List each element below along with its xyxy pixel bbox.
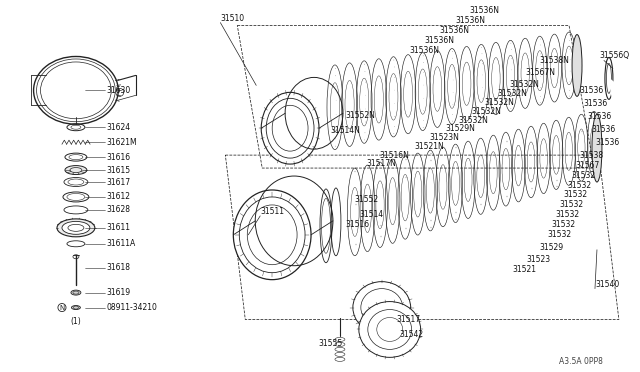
Ellipse shape (71, 290, 81, 295)
Ellipse shape (266, 98, 314, 158)
Text: 31567: 31567 (575, 161, 599, 170)
Text: 31532: 31532 (551, 220, 575, 230)
Ellipse shape (65, 166, 87, 174)
Text: 31538: 31538 (579, 151, 603, 160)
Text: 31516N: 31516N (380, 151, 410, 160)
Ellipse shape (247, 205, 297, 265)
Ellipse shape (57, 219, 95, 237)
Text: 31523: 31523 (526, 255, 550, 264)
Text: 31567N: 31567N (525, 68, 556, 77)
Text: 31542: 31542 (400, 330, 424, 339)
Text: 31619: 31619 (107, 288, 131, 297)
Text: 31532: 31532 (547, 230, 572, 239)
Text: 31630: 31630 (107, 86, 131, 95)
Text: 31532N: 31532N (497, 89, 527, 98)
Text: 31511: 31511 (260, 208, 284, 217)
Text: 31618: 31618 (107, 263, 131, 272)
Text: (1): (1) (70, 317, 81, 326)
Text: 31532N: 31532N (472, 107, 501, 116)
Text: A3.5A 0PP8: A3.5A 0PP8 (559, 357, 603, 366)
Text: 31536N: 31536N (410, 46, 440, 55)
Text: 31611A: 31611A (107, 239, 136, 248)
Text: 31529: 31529 (539, 243, 563, 252)
Wedge shape (609, 78, 625, 99)
Text: 31615: 31615 (107, 166, 131, 174)
Text: 31628: 31628 (107, 205, 131, 214)
Text: 31538N: 31538N (539, 56, 569, 65)
Ellipse shape (272, 105, 308, 151)
Text: 31624: 31624 (107, 123, 131, 132)
Text: 31521: 31521 (512, 265, 536, 274)
Text: 31521N: 31521N (415, 142, 444, 151)
Ellipse shape (261, 92, 319, 164)
Text: 31536N: 31536N (440, 26, 470, 35)
Text: 31556Q: 31556Q (599, 51, 629, 60)
Text: 31552N: 31552N (345, 111, 375, 120)
Text: 31516: 31516 (346, 220, 370, 230)
Text: N: N (60, 305, 65, 311)
Ellipse shape (592, 114, 602, 182)
Text: 31532: 31532 (559, 201, 583, 209)
Text: 31517: 31517 (397, 315, 421, 324)
Text: 31532N: 31532N (509, 80, 539, 89)
Text: 31514: 31514 (360, 211, 384, 219)
Text: 31536N: 31536N (424, 36, 454, 45)
Text: 31536N: 31536N (469, 6, 499, 15)
Ellipse shape (353, 282, 411, 333)
Text: 31532N: 31532N (458, 116, 488, 125)
Text: 31517N: 31517N (367, 158, 397, 167)
Text: 31621M: 31621M (107, 138, 138, 147)
Text: 31523N: 31523N (429, 133, 460, 142)
Text: 31536: 31536 (595, 138, 620, 147)
Text: 31529N: 31529N (445, 124, 476, 133)
Text: 31532: 31532 (563, 190, 588, 199)
Text: 31536: 31536 (591, 125, 615, 134)
Text: 31510: 31510 (220, 14, 244, 23)
Text: 31536: 31536 (583, 99, 607, 108)
Text: 31540: 31540 (595, 280, 620, 289)
Text: 31532: 31532 (571, 170, 595, 180)
Ellipse shape (72, 305, 81, 310)
Text: 31611: 31611 (107, 223, 131, 232)
Text: 31617: 31617 (107, 177, 131, 186)
Text: 31536: 31536 (587, 112, 611, 121)
Ellipse shape (239, 197, 305, 273)
Ellipse shape (234, 190, 311, 280)
Text: 31532: 31532 (555, 211, 579, 219)
Text: 31612: 31612 (107, 192, 131, 202)
Text: 31532: 31532 (567, 180, 591, 189)
Text: 31552: 31552 (355, 195, 379, 205)
Text: 31536: 31536 (579, 86, 604, 95)
Text: 31616: 31616 (107, 153, 131, 161)
Text: 31514N: 31514N (330, 126, 360, 135)
Ellipse shape (572, 35, 582, 96)
Text: 08911-34210: 08911-34210 (107, 303, 157, 312)
Ellipse shape (62, 221, 90, 234)
Text: 31555: 31555 (318, 339, 342, 348)
Ellipse shape (359, 302, 420, 357)
Text: 31532N: 31532N (484, 98, 515, 107)
Text: 31536N: 31536N (456, 16, 486, 25)
